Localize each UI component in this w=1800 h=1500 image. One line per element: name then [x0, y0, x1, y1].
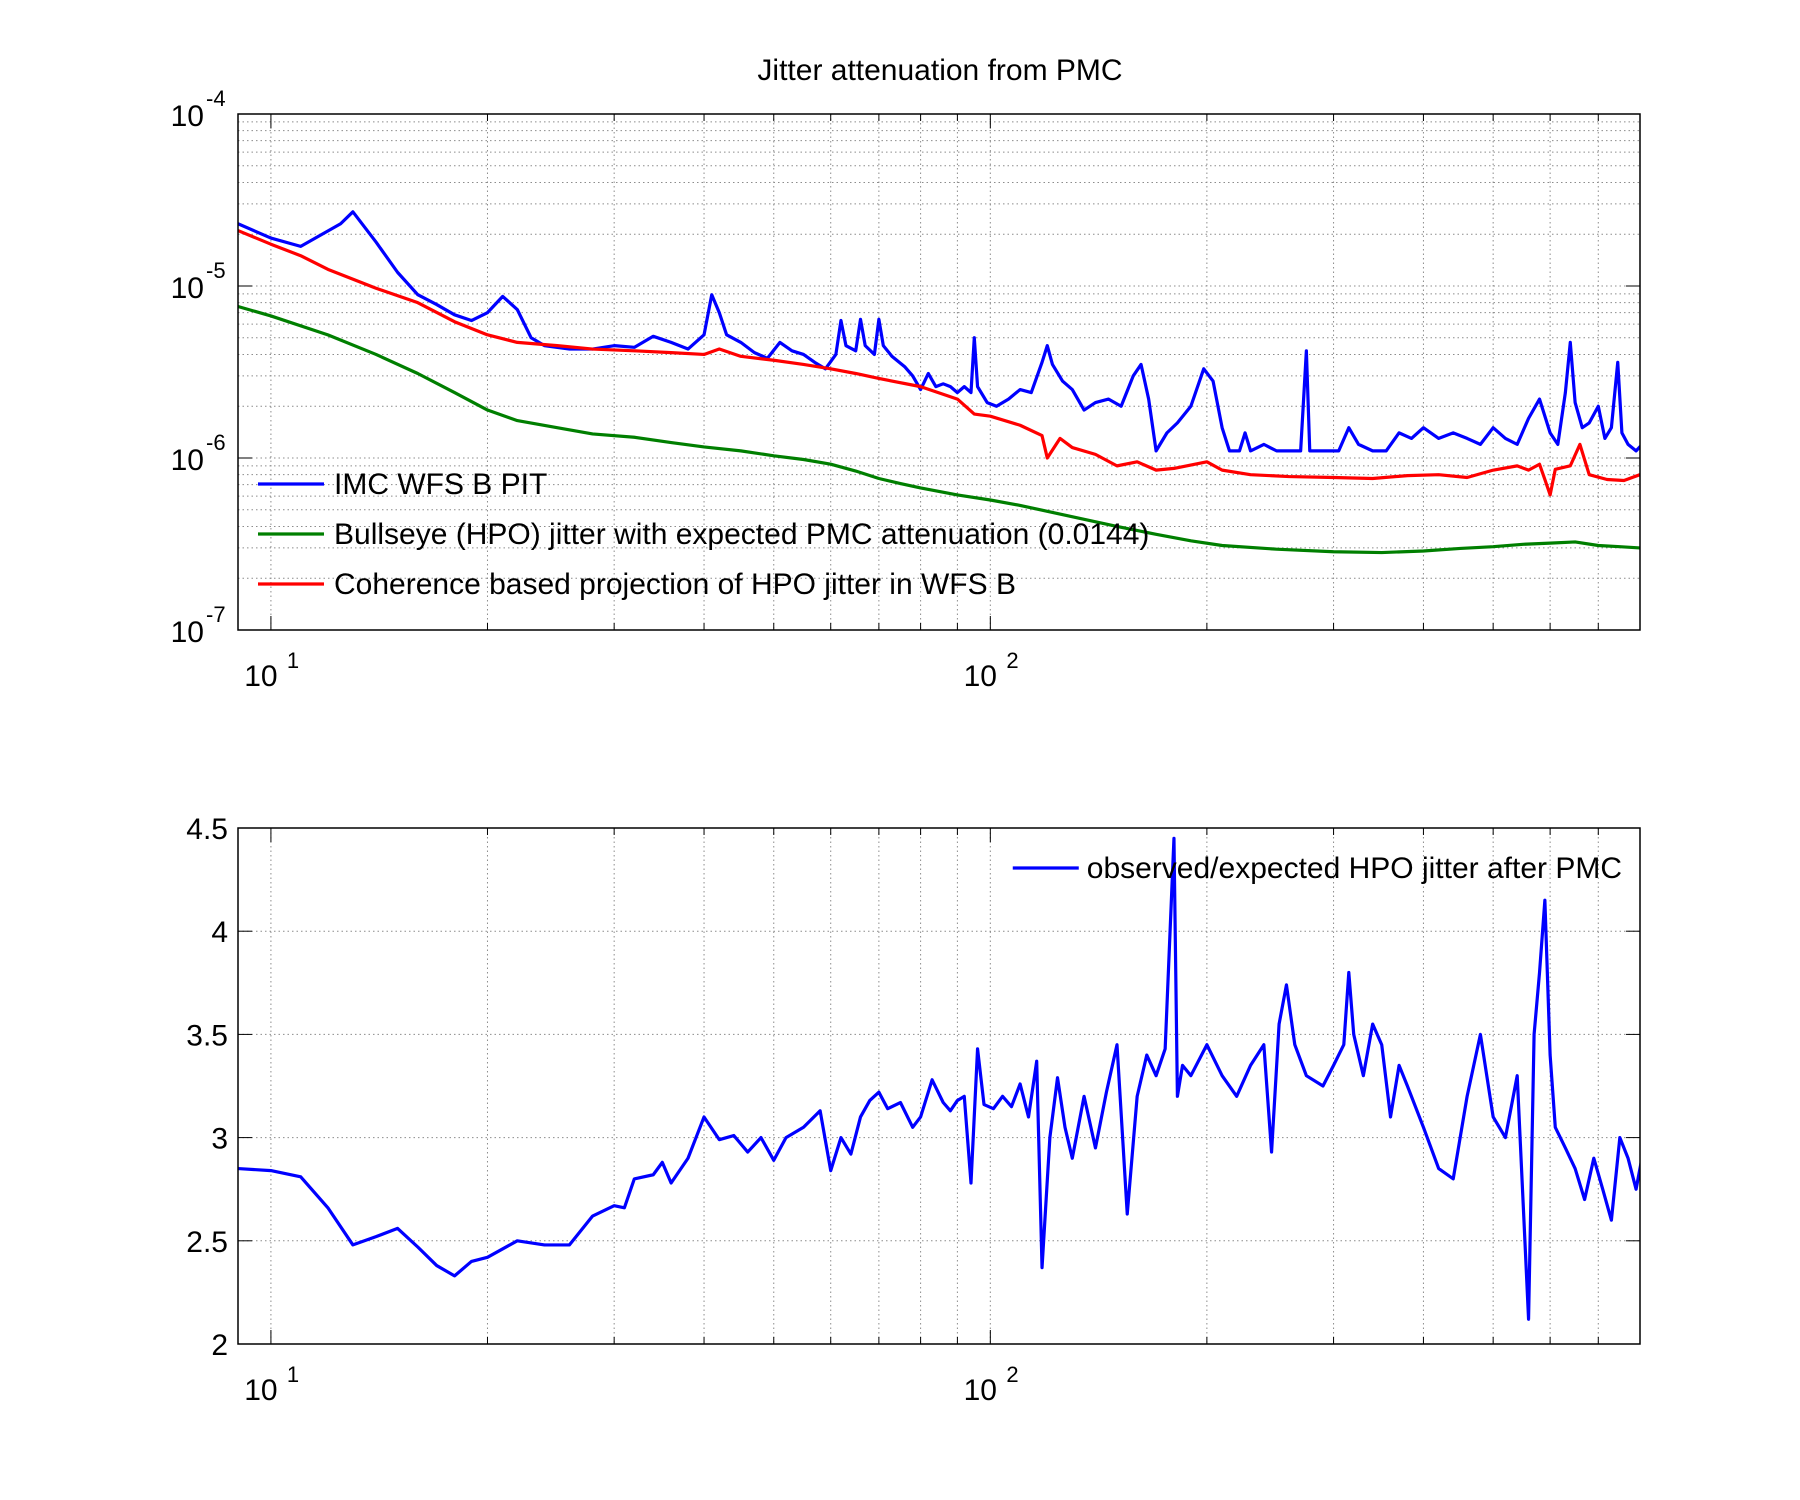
series-line-1 [238, 304, 1640, 555]
legend-label: IMC WFS B PIT [334, 468, 547, 501]
y-tick-label: 10 [171, 100, 204, 133]
grid [237, 828, 1641, 1344]
y-tick-label: 2.5 [186, 1226, 228, 1259]
y-tick-exponent: -5 [206, 258, 226, 283]
legend-label: Bullseye (HPO) jitter with expected PMC … [334, 518, 1149, 551]
legend: observed/expected HPO jitter after PMC [1012, 852, 1622, 885]
legend-label: observed/expected HPO jitter after PMC [1087, 852, 1622, 885]
axes-box [237, 827, 1641, 1345]
y-tick-label: 10 [171, 616, 204, 649]
y-tick-exponent: -4 [206, 86, 226, 111]
series-line-0 [238, 836, 1640, 1321]
y-tick-label: 10 [171, 444, 204, 477]
axes-box [237, 113, 1641, 631]
y-tick-label: 4 [211, 916, 228, 949]
grid [237, 114, 1641, 630]
x-tick-exponent: 1 [287, 1362, 299, 1387]
x-tick-label: 10 [244, 660, 277, 693]
x-tick-exponent: 1 [287, 648, 299, 673]
series-group [238, 836, 1640, 1321]
y-tick-label: 2 [211, 1329, 228, 1362]
series-group [238, 210, 1640, 555]
y-tick-label: 3 [211, 1123, 228, 1156]
chart-title: Jitter attenuation from PMC [757, 54, 1122, 87]
y-tick-exponent: -7 [206, 602, 226, 627]
x-tick-label: 10 [964, 660, 997, 693]
legend-label: Coherence based projection of HPO jitter… [334, 568, 1016, 601]
x-tick-exponent: 2 [1006, 1362, 1018, 1387]
legend: IMC WFS B PIT Bullseye (HPO) jitter with … [258, 468, 1149, 601]
y-tick-label: 3.5 [186, 1019, 228, 1052]
x-tick-label: 10 [964, 1374, 997, 1407]
x-tick-exponent: 2 [1006, 648, 1018, 673]
bottom-panel-ratio: 10 1 10 2 2 2.5 3 3.5 4 4.5 observed/expected HPO … [186, 813, 1641, 1407]
x-tick-label: 10 [244, 1374, 277, 1407]
y-tick-label: 10 [171, 272, 204, 305]
y-tick-exponent: -6 [206, 430, 226, 455]
series-line-0 [238, 210, 1640, 453]
series-line-2 [238, 229, 1640, 497]
y-tick-label: 4.5 [186, 813, 228, 846]
